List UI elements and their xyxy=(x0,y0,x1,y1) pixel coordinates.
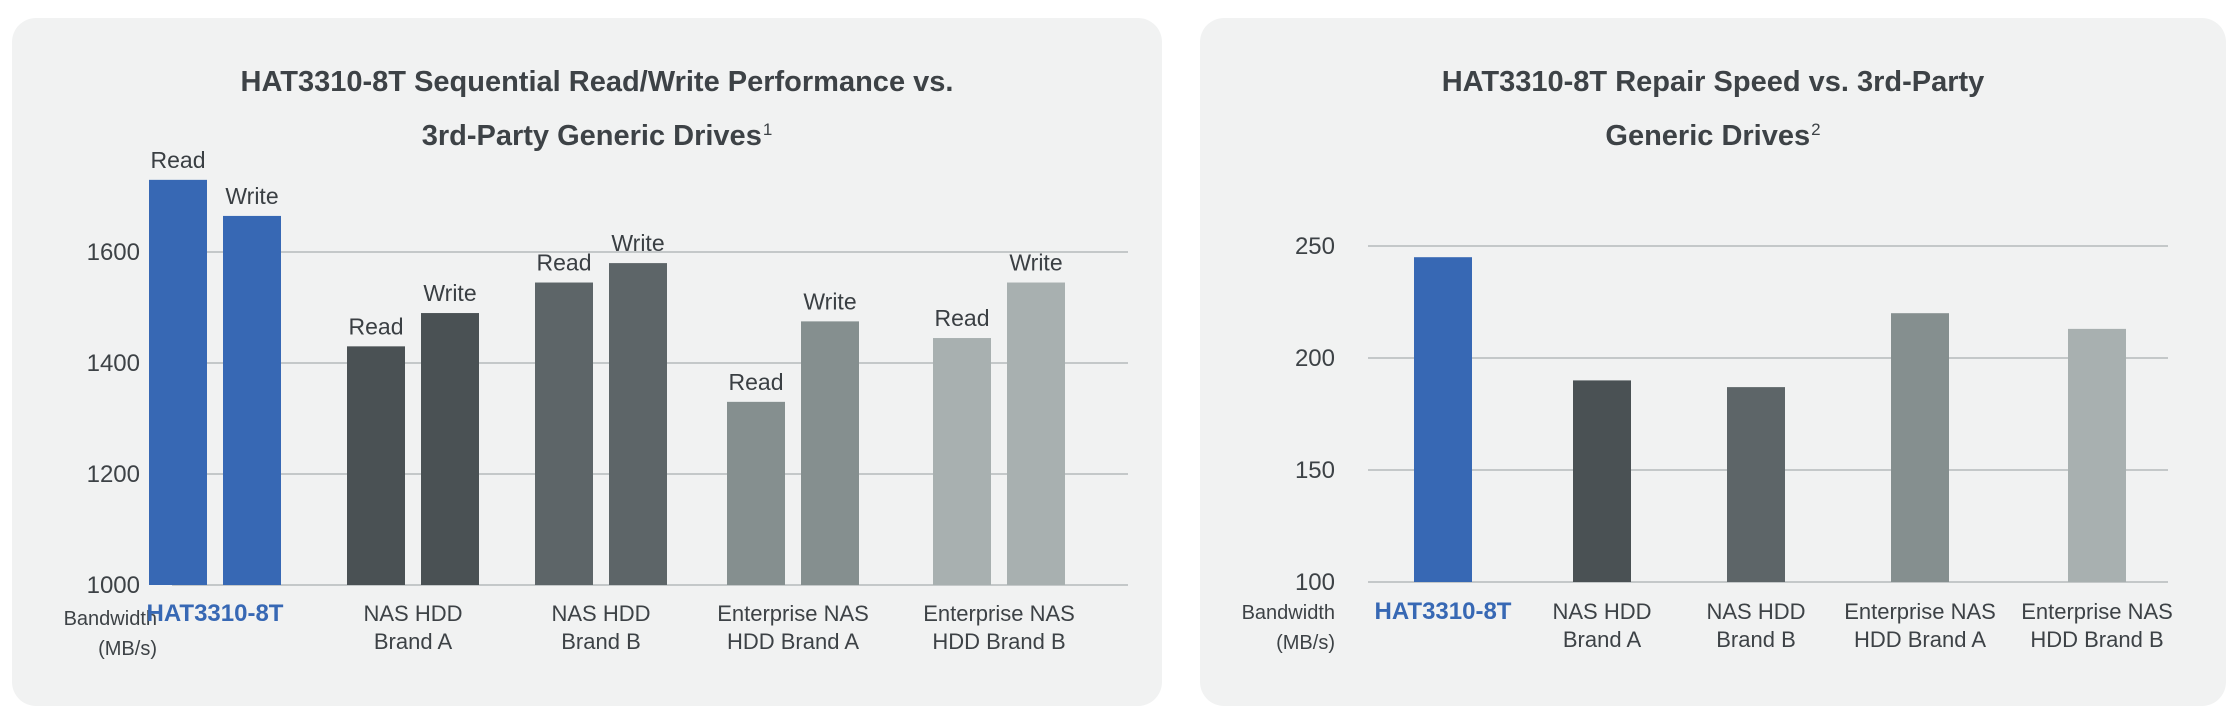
title-line-1: HAT3310-8T Repair Speed vs. 3rd-Party xyxy=(1441,66,1985,98)
x-tick-label: NAS HDD Brand B xyxy=(516,600,686,656)
title-line-2: 3rd-Party Generic Drives xyxy=(421,120,762,152)
y-tick-label: 150 xyxy=(1295,457,1335,484)
x-tick-label-line-2: Brand A xyxy=(1562,627,1642,652)
bar-read xyxy=(727,401,785,585)
x-tick-label-line-2: HDD Brand B xyxy=(2030,627,2164,652)
bar xyxy=(1727,387,1785,582)
y-axis-label-line-1: Bandwidth xyxy=(63,608,157,630)
x-tick-label-line-1: NAS HDD xyxy=(363,601,463,626)
x-tick-label-line-2: Brand A xyxy=(373,629,453,654)
x-tick-label-line-1: Enterprise NAS xyxy=(1844,599,1996,624)
chart-title: HAT3310-8T Repair Speed vs. 3rd-Party Ge… xyxy=(1200,58,2226,160)
bar-data-label: Read xyxy=(537,250,592,276)
repair-speed-bar-chart: 100 150 200 250 xyxy=(1295,233,2168,596)
x-tick-label-line-1: NAS HDD xyxy=(1552,599,1652,624)
bar-write xyxy=(223,215,281,586)
y-tick-label: 1600 xyxy=(87,239,140,266)
bar-write xyxy=(421,313,479,585)
x-tick-label: Enterprise NAS HDD Brand A xyxy=(1835,598,2005,654)
y-tick-label: 100 xyxy=(1295,569,1335,596)
x-tick-label-line-2: HDD Brand B xyxy=(932,629,1066,654)
bar xyxy=(1573,380,1631,582)
y-tick-label: 1000 xyxy=(87,572,140,599)
bar-data-label: Write xyxy=(1009,250,1062,276)
title-line-1: HAT3310-8T Sequential Read/Write Perform… xyxy=(240,66,954,98)
chart-panel-read-write: HAT3310-8T Sequential Read/Write Perform… xyxy=(12,18,1162,706)
y-tick-label: 1200 xyxy=(87,461,140,488)
x-tick-label-line-1: HAT3310-8T xyxy=(1374,598,1512,625)
x-tick-label: HAT3310-8T xyxy=(130,600,300,628)
x-tick-label-line-2: Brand B xyxy=(561,629,641,654)
bar-read xyxy=(535,282,593,585)
bar-data-label: Write xyxy=(611,230,664,256)
chart-panel-repair-speed: HAT3310-8T Repair Speed vs. 3rd-Party Ge… xyxy=(1200,18,2226,706)
bar-write xyxy=(801,321,859,585)
title-footnote: 1 xyxy=(762,120,773,139)
bar-data-label: Read xyxy=(151,147,206,173)
bar-data-label: Read xyxy=(935,305,990,331)
bar-data-label: Read xyxy=(729,369,784,395)
x-tick-label-line-1: Enterprise NAS xyxy=(923,601,1075,626)
y-tick-label: 1400 xyxy=(87,350,140,377)
bar-write xyxy=(1007,282,1065,585)
x-tick-label: NAS HDD Brand A xyxy=(328,600,498,656)
title-footnote: 2 xyxy=(1811,120,1821,139)
y-axis-label-line-2: (MB/s) xyxy=(98,638,157,660)
bar-data-label: Read xyxy=(349,313,404,339)
bar-read xyxy=(149,179,207,585)
bar xyxy=(1891,313,1949,582)
y-axis-label-line-2: (MB/s) xyxy=(1276,632,1335,654)
x-tick-label-line-2: HDD Brand A xyxy=(726,629,860,654)
x-tick-label: HAT3310-8T xyxy=(1358,598,1528,626)
read-write-bar-chart: 1000 1200 1400 1600 Read Read Read Read Read Writ… xyxy=(87,147,1128,599)
x-tick-label: NAS HDD Brand B xyxy=(1671,598,1841,654)
bar-read xyxy=(933,338,991,585)
y-axis-label-line-1: Bandwidth xyxy=(1241,602,1335,624)
x-tick-label-line-1: NAS HDD xyxy=(551,601,651,626)
title-line-2: Generic Drives xyxy=(1605,120,1811,152)
y-axis-label: Bandwidth (MB/s) xyxy=(1200,598,1335,658)
bar xyxy=(2068,328,2126,582)
x-tick-label: Enterprise NAS HDD Brand B xyxy=(2012,598,2182,654)
x-tick-label-line-1: Enterprise NAS xyxy=(2021,599,2173,624)
bar-read xyxy=(347,346,405,585)
bar xyxy=(1414,257,1472,582)
x-tick-label-line-1: NAS HDD xyxy=(1706,599,1806,624)
x-tick-label-line-2: HDD Brand A xyxy=(1853,627,1987,652)
bar-write xyxy=(609,263,667,585)
y-tick-label: 250 xyxy=(1295,233,1335,260)
bar-data-label: Write xyxy=(423,280,476,306)
x-tick-label: NAS HDD Brand A xyxy=(1517,598,1687,654)
x-tick-label-line-1: HAT3310-8T xyxy=(146,600,284,627)
x-tick-label-line-2: Brand B xyxy=(1716,627,1796,652)
bar-data-label: Write xyxy=(803,288,856,314)
x-tick-label: Enterprise NAS HDD Brand A xyxy=(708,600,878,656)
bar-data-label: Write xyxy=(225,183,278,209)
x-tick-label-line-1: Enterprise NAS xyxy=(717,601,869,626)
y-tick-label: 200 xyxy=(1295,345,1335,372)
x-tick-label: Enterprise NAS HDD Brand B xyxy=(914,600,1084,656)
chart-title: HAT3310-8T Sequential Read/Write Perform… xyxy=(132,58,1062,160)
y-axis-label: Bandwidth (MB/s) xyxy=(32,604,157,664)
